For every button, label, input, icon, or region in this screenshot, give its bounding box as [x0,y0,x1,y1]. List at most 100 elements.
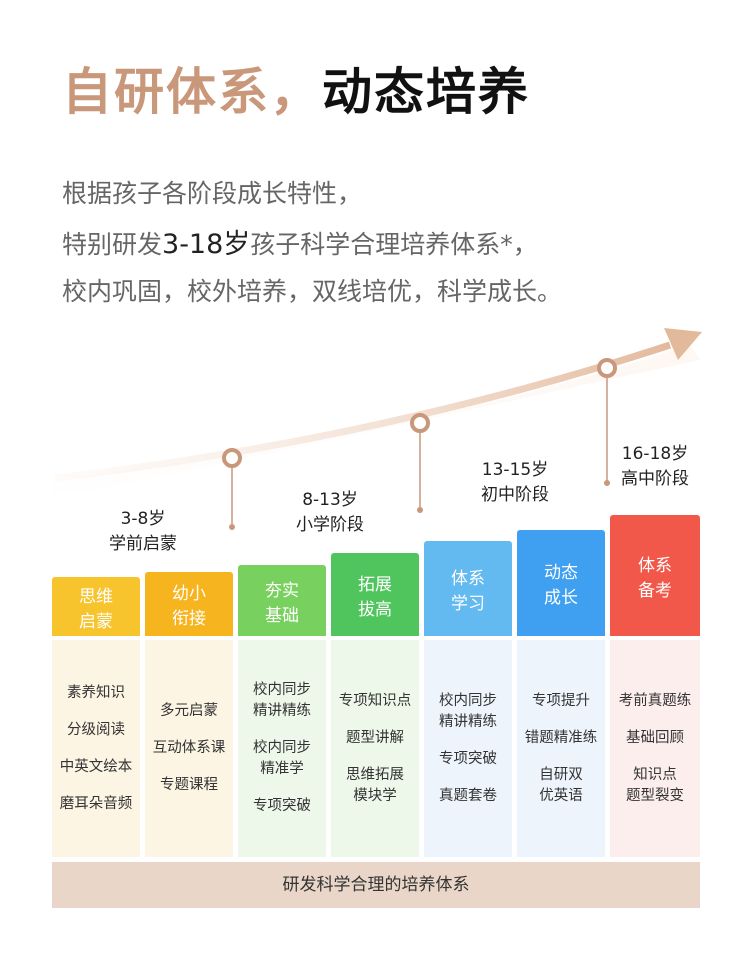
column-body: 考前真题练基础回顾知识点题型裂变 [610,640,700,857]
column-item: 校内同步 精准学 [253,738,311,780]
stage-age: 16-18岁 [621,444,689,464]
column-item: 磨耳朵音频 [60,794,133,815]
footer-bar: 研发科学合理的培养体系 [52,862,700,908]
item-line: 校内同步 [439,692,497,709]
title: 自研体系，动态培养 [62,52,530,124]
item-line: 互动体系课 [152,740,226,756]
item-line: 优英语 [539,787,583,804]
stage-name: 学前启蒙 [109,534,177,554]
column-item: 专项突破 [253,796,311,817]
header-line: 夯实 [265,580,299,601]
stage-label: 8-13岁小学阶段 [270,488,390,538]
column-item: 校内同步 精讲精练 [253,680,311,722]
intro-line: 根据孩子各阶段成长特性， [62,179,363,208]
header-line: 幼小 [172,584,206,604]
stage-label: 3-8岁学前启蒙 [83,507,203,557]
column-item: 分级阅读 [67,720,125,741]
item-line: 中英文绘本 [59,758,133,775]
column-item: 知识点 题型裂变 [626,765,684,807]
header-line: 衔接 [172,609,206,629]
stage-name: 小学阶段 [296,515,364,535]
column-item: 题型讲解 [346,728,404,749]
intro-text: 特别研发 [62,230,163,259]
item-line: 专项突破 [253,798,311,814]
item-line: 知识点 [633,766,677,783]
column-header: 动态 成长 [517,530,605,636]
item-line: 多元启蒙 [160,703,218,719]
stage-label: 13-15岁 初中阶段 [455,458,575,508]
column-header: 思维 启蒙 [52,577,140,636]
column-item: 校内同步 精讲精练 [439,691,497,733]
item-line: 精讲精练 [253,703,311,719]
item-line: 错题精准练 [524,729,598,746]
stage-age: 8-13岁 [302,490,358,510]
item-line: 专项突破 [439,750,497,767]
item-line: 精准学 [260,761,304,777]
item-line: 分级阅读 [67,721,125,738]
header-line: 拔高 [358,599,392,620]
column-header: 拓展 拔高 [331,553,419,636]
header-line: 拓展 [358,574,392,595]
column-header: 体系 学习 [424,541,512,636]
intro-text: 孩子科学合理培养体系*， [250,230,538,259]
column-body: 专项提升错题精准练自研双优英语 [517,640,605,857]
item-line: 真题套卷 [439,787,497,804]
stage-name: 高中阶段 [621,469,689,489]
column-body: 校内同步精讲精练专项突破真题套卷 [424,640,512,857]
column-item: 专题课程 [160,775,218,796]
header-line: 体系 [638,555,672,576]
column-item: 真题套卷 [439,786,497,807]
item-line: 思维拓展 [346,766,404,783]
column-item: 专项突破 [439,749,497,770]
item-line: 基础回顾 [626,729,684,746]
title-part: 动态培养 [322,63,530,121]
header-line: 成长 [544,588,578,608]
item-line: 考前真题练 [618,692,692,709]
column-item: 多元启蒙 [160,701,218,722]
column-item: 中英文绘本 [60,757,133,778]
intro-age: 3-18岁 [162,229,251,260]
header-line: 基础 [265,605,299,626]
column-item: 错题精准练 [525,728,598,749]
column-body: 素养知识分级阅读中英文绘本磨耳朵音频 [52,640,140,857]
stage-name: 初中阶段 [481,485,549,505]
item-line: 自研双 [539,766,583,783]
column-body: 校内同步 精讲精练 校内同步 精准学 专项突破 [238,640,326,857]
item-line: 专项知识点 [338,692,412,709]
column-header: 体系 备考 [610,515,700,636]
item-line: 模块学 [353,787,397,804]
header-line: 动态 [544,563,578,583]
item-line: 校内同步 [253,682,311,698]
column-item: 素养知识 [67,683,125,704]
column-item: 专项提升 [532,691,590,712]
column-header: 夯实 基础 [238,565,326,636]
stage-label: 16-18岁 高中阶段 [595,442,715,492]
item-line: 专题课程 [160,777,218,793]
item-line: 精讲精练 [439,713,497,730]
column-item: 基础回顾 [626,728,684,749]
header-line: 启蒙 [79,611,113,632]
column-item: 考前真题练 [619,691,692,712]
stage-age: 3-8岁 [120,509,166,529]
column-header: 幼小 衔接 [145,572,233,636]
header-line: 思维 [79,586,113,607]
column-item: 思维拓展 模块学 [346,765,404,807]
header-line: 学习 [451,593,485,614]
title-part: 自研体系， [62,63,322,121]
item-line: 题型讲解 [346,729,404,746]
column-item: 自研双 优英语 [539,765,583,807]
column-item: 专项知识点 [339,691,412,712]
item-line: 磨耳朵音频 [59,795,133,812]
intro-line: 特别研发3-18岁孩子科学合理培养体系*， [62,222,538,261]
intro-line: 校内巩固，校外培养，双线培优，科学成长。 [62,277,563,306]
item-line: 题型裂变 [626,787,684,804]
item-line: 专项提升 [532,692,590,709]
stage-age: 13-15岁 [481,460,549,480]
column-item: 互动体系课 [153,738,226,759]
column-body: 专项知识点题型讲解思维拓展模块学 [331,640,419,857]
item-line: 素养知识 [67,684,125,701]
column-body: 多元启蒙互动体系课专题课程 [145,640,233,857]
item-line: 校内同步 [253,740,311,756]
